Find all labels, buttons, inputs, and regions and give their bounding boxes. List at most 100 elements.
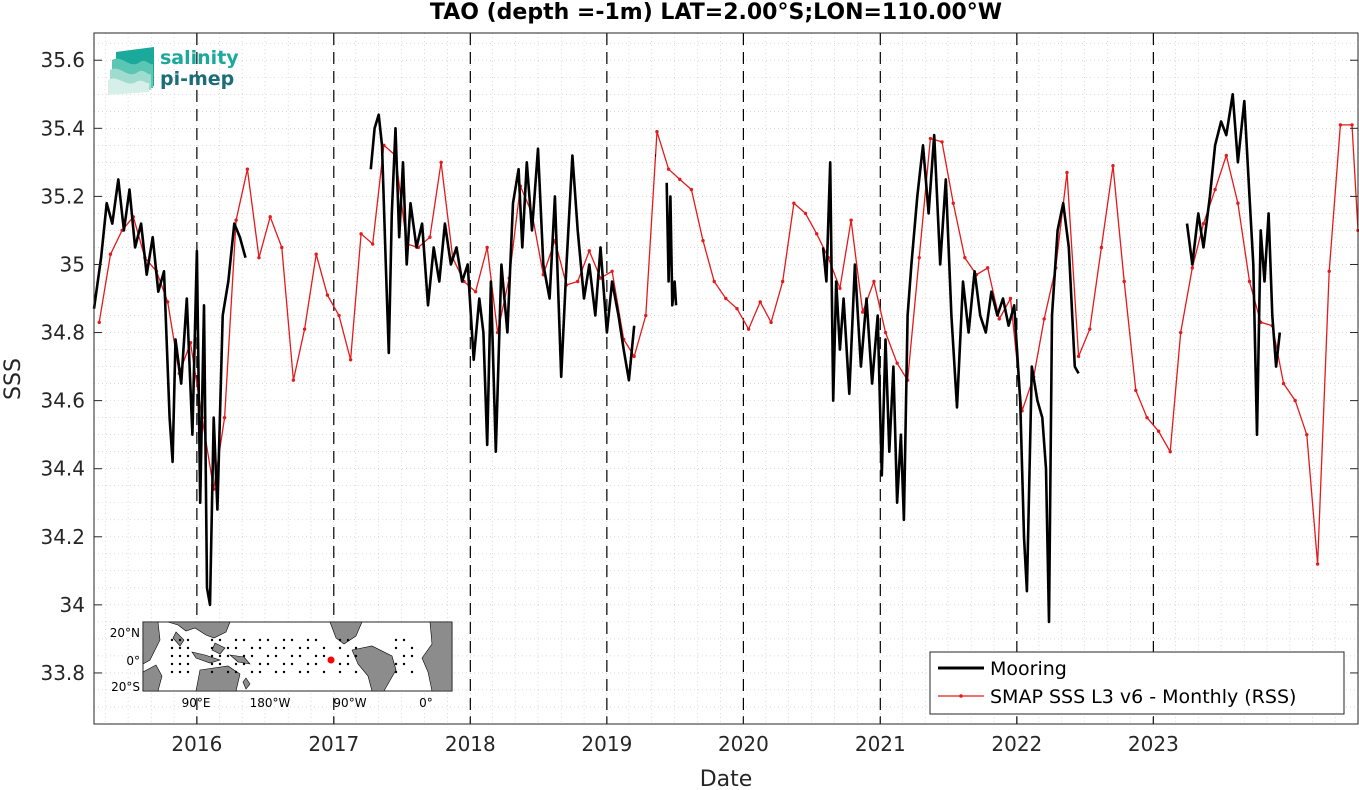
data-series: [92, 93, 1359, 624]
map-array-dot: [242, 638, 246, 642]
map-array-dot: [218, 638, 222, 642]
map-array-dot: [250, 654, 254, 658]
map-array-dot: [170, 646, 174, 650]
map-array-dot: [410, 654, 414, 658]
inset-map: 20°N 0° 20°S 90°E 180°W 90°W 0°: [110, 621, 453, 710]
map-array-dot: [282, 670, 286, 674]
map-array-dot: [210, 662, 214, 666]
data-point-smap: [1065, 170, 1069, 175]
map-array-dot: [234, 646, 238, 650]
map-array-dot: [290, 662, 294, 666]
data-point-smap: [1201, 221, 1206, 226]
data-point-smap: [268, 215, 272, 219]
map-array-dot: [242, 654, 246, 658]
map-array-dot: [322, 654, 326, 658]
logo-wave-icon: [108, 47, 154, 95]
map-array-dot: [210, 654, 214, 658]
series-line-mooring: [821, 133, 1080, 624]
map-array-dot: [258, 670, 262, 674]
legend-label-smap: SMAP SSS L3 v6 - Monthly (RSS): [990, 686, 1296, 708]
data-point-smap: [780, 279, 785, 284]
map-array-dot: [314, 662, 318, 666]
map-lon-label-90e: 90°E: [182, 696, 211, 710]
data-point-smap: [1168, 449, 1172, 454]
map-array-dot: [402, 662, 406, 666]
data-point-smap: [359, 232, 363, 236]
data-point-smap: [940, 140, 944, 144]
y-tick-label: 34.6: [40, 389, 85, 413]
data-point-smap: [985, 266, 990, 270]
data-point-smap: [1111, 164, 1115, 168]
data-point-smap: [1178, 330, 1183, 335]
mooring-array-dots: [170, 638, 414, 674]
map-array-dot: [410, 670, 414, 674]
map-array-dot: [282, 662, 286, 666]
map-array-dot: [258, 646, 262, 650]
series-line-mooring: [369, 113, 636, 454]
data-point-smap: [735, 307, 739, 311]
grid-lines: [94, 33, 1359, 724]
map-array-dot: [178, 646, 182, 650]
data-point-smap: [1247, 279, 1252, 284]
map-array-dot: [354, 654, 358, 658]
data-point-smap: [701, 238, 705, 243]
map-array-dot: [394, 646, 398, 650]
x-tick-label: 2023: [1128, 732, 1179, 756]
data-point-smap: [337, 313, 341, 318]
x-tick-label: 2022: [991, 732, 1042, 756]
data-point-smap: [1076, 354, 1081, 359]
data-point-smap: [666, 167, 671, 171]
map-array-dot: [186, 670, 190, 674]
map-array-dot: [274, 670, 278, 674]
x-axis-label: Date: [700, 767, 753, 790]
y-axis-ticks: 33.8 34 34.2 34.4 34.6 34.8 35 35.2 35.4 35.6: [40, 48, 1358, 685]
data-point-smap: [1293, 398, 1297, 403]
data-point-smap: [370, 242, 375, 246]
data-point-smap: [439, 160, 443, 165]
data-point-smap: [872, 279, 876, 284]
data-point-smap: [1156, 429, 1161, 433]
map-array-dot: [178, 670, 182, 674]
y-tick-label: 34.8: [40, 321, 85, 345]
year-marker-lines: [196, 33, 1154, 724]
chart-title: TAO (depth =-1m) LAT=2.00°S;LON=110.00°W: [430, 0, 1002, 25]
data-point-smap: [1190, 266, 1194, 270]
map-array-dot: [402, 638, 406, 642]
x-axis-ticks: 2016 2017 2018 2019 2020 2021 2022 2023: [171, 716, 1179, 756]
data-point-smap: [108, 252, 113, 256]
map-array-dot: [170, 654, 174, 658]
map-array-dot: [306, 638, 310, 642]
x-tick-label: 2021: [855, 732, 906, 756]
map-array-dot: [186, 654, 190, 658]
map-array-dot: [170, 638, 174, 642]
map-array-dot: [298, 654, 302, 658]
map-array-dot: [186, 662, 190, 666]
data-point-smap: [655, 130, 659, 134]
data-point-smap: [1213, 187, 1217, 192]
data-point-smap: [746, 327, 751, 331]
data-point-smap: [473, 289, 478, 294]
map-array-dot: [250, 670, 254, 674]
map-array-dot: [306, 662, 310, 666]
data-point-smap: [234, 218, 238, 222]
map-lon-label-180w: 180°W: [250, 696, 291, 710]
data-point-smap: [724, 296, 728, 301]
map-array-dot: [346, 638, 350, 642]
map-array-dot: [210, 670, 214, 674]
data-point-smap: [314, 252, 318, 256]
map-array-dot: [274, 654, 278, 658]
data-point-smap: [951, 201, 955, 205]
map-lat-label-0: 0°: [126, 654, 140, 668]
data-point-smap: [928, 136, 933, 141]
data-point-smap: [302, 327, 307, 331]
data-point-smap: [598, 276, 603, 280]
map-array-dot: [274, 646, 278, 650]
data-point-smap: [1281, 381, 1286, 386]
y-tick-label: 35.2: [40, 184, 85, 208]
data-point-smap: [222, 415, 227, 420]
map-array-dot: [306, 646, 310, 650]
data-point-smap: [769, 320, 773, 325]
map-array-dot: [226, 654, 230, 658]
y-axis-label: SSS: [1, 358, 26, 400]
map-array-dot: [282, 646, 286, 650]
